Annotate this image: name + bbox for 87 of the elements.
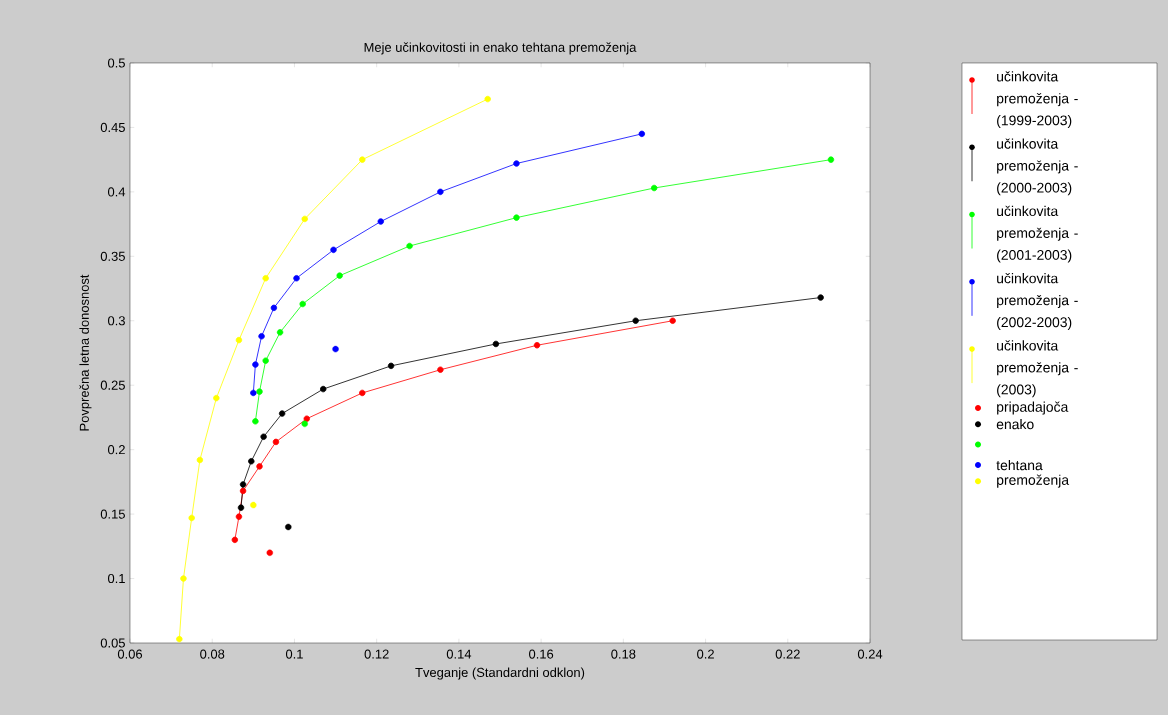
point (235, 336, 243, 344)
point (513, 160, 520, 167)
x-tick-label: 0.06 (117, 649, 143, 659)
point (231, 536, 239, 544)
point (437, 188, 444, 196)
x-tick-label: 0.2 (697, 649, 714, 659)
legend-label: tehtana (996, 459, 1043, 471)
point (285, 523, 292, 531)
y-tick-label: 0.05 (100, 638, 125, 648)
point (817, 294, 824, 301)
point (827, 156, 835, 163)
x-tick-label: 0.18 (611, 649, 636, 659)
legend-label: premoženja (997, 474, 1070, 488)
point (252, 418, 259, 425)
point (248, 458, 255, 465)
point (213, 394, 220, 402)
point (406, 242, 413, 250)
point (632, 317, 639, 324)
point (301, 420, 308, 428)
x-tick-label: 0.1 (285, 649, 303, 659)
x-tick-label: 0.16 (529, 649, 554, 659)
legend-label: učinkovita premoženja - (2001-2003) (997, 205, 1078, 263)
point (330, 246, 337, 254)
point (250, 501, 257, 509)
point (492, 340, 500, 348)
x-tick-label: 0.12 (364, 649, 389, 659)
legend-label: učinkovita premoženja - (1999-2003) (997, 71, 1078, 129)
point (256, 388, 263, 395)
point (262, 357, 269, 364)
point (180, 575, 187, 582)
x-tick-label: 0.08 (200, 649, 225, 659)
y-tick-label: 0.25 (100, 380, 125, 390)
x-tick-label: 0.24 (857, 649, 883, 659)
point (650, 184, 658, 192)
y-tick-label: 0.3 (107, 316, 125, 326)
point (293, 275, 300, 282)
point (250, 389, 257, 397)
point (260, 433, 267, 440)
point (301, 215, 308, 223)
legend-label: učinkovita premoženja - (2002-2003) (997, 273, 1078, 330)
y-tick-label: 0.1 (107, 573, 125, 584)
y-tick-label: 0.2 (107, 445, 125, 455)
point (256, 463, 263, 470)
point (303, 415, 310, 422)
x-tick-label: 0.22 (775, 649, 800, 659)
point (320, 385, 327, 393)
point (484, 95, 491, 103)
point (336, 272, 343, 279)
point (377, 218, 384, 225)
point (513, 214, 520, 221)
chart-title: Meje učinkovitosti in enako tehtana premoženja (364, 42, 637, 55)
point (235, 513, 243, 520)
point (638, 130, 646, 138)
point (278, 410, 286, 417)
point (262, 275, 269, 282)
legend-label: učinkovita premoženja - (2003) (997, 340, 1078, 398)
point (266, 549, 273, 556)
y-tick-label: 0.35 (100, 251, 125, 261)
y-tick-label: 0.45 (100, 122, 125, 133)
legend-label: pripadajoča (997, 401, 1069, 415)
point (437, 366, 444, 373)
point (270, 304, 278, 312)
point (299, 300, 306, 308)
point (387, 362, 395, 370)
y-tick-label: 0.5 (107, 58, 125, 68)
point (276, 329, 284, 336)
legend-label: enako (996, 419, 1034, 430)
point (533, 342, 541, 349)
point (359, 156, 366, 163)
y-axis-title: Povprečna letna donosnost (79, 274, 92, 431)
point (196, 456, 204, 464)
point (188, 514, 195, 522)
point (272, 438, 280, 446)
point (239, 487, 247, 495)
y-tick-label: 0.15 (100, 509, 125, 519)
point (176, 635, 183, 643)
point (669, 317, 676, 324)
point (332, 345, 339, 353)
y-tick-label: 0.4 (107, 187, 126, 197)
point (258, 333, 265, 340)
x-tick-label: 0.14 (446, 649, 472, 659)
x-axis-title: Tveganje (Standardni odklon) (415, 667, 585, 680)
point (237, 504, 245, 511)
point (252, 361, 259, 368)
legend-label: učinkovita premoženja - (2000-2003) (997, 138, 1078, 196)
point (359, 389, 366, 397)
point (239, 481, 247, 488)
